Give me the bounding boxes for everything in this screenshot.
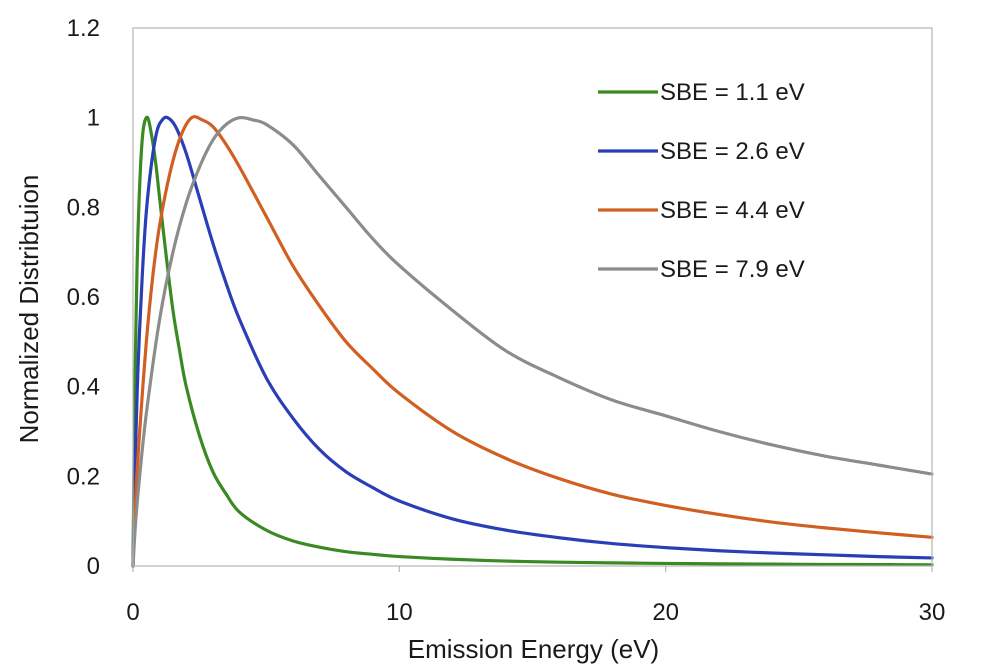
y-axis-title: Normalized Distribtuion bbox=[14, 175, 44, 444]
y-tick-label: 0.4 bbox=[67, 374, 100, 401]
x-axis-title: Emission Energy (eV) bbox=[408, 634, 659, 664]
series-lines bbox=[131, 115, 934, 568]
legend-label: SBE = 1.1 eV bbox=[660, 79, 805, 106]
legend-label: SBE = 2.6 eV bbox=[660, 138, 805, 165]
series-line-1 bbox=[131, 115, 934, 568]
y-tick-label: 0 bbox=[87, 553, 100, 580]
x-tick-label: 20 bbox=[652, 599, 679, 626]
x-tick-label: 10 bbox=[386, 599, 413, 626]
series-line-3 bbox=[131, 115, 934, 568]
x-tick-label: 30 bbox=[919, 599, 946, 626]
y-tick-label: 0.8 bbox=[67, 194, 100, 221]
legend: SBE = 1.1 eV SBE = 2.6 eV SBE = 4.4 eV SBE … bbox=[598, 79, 805, 283]
series-line-4 bbox=[131, 115, 934, 568]
legend-label: SBE = 4.4 eV bbox=[660, 197, 805, 224]
y-tick-label: 0.6 bbox=[67, 284, 100, 311]
y-tick-label: 1.2 bbox=[67, 15, 100, 42]
y-tick-label: 1 bbox=[87, 105, 100, 132]
x-tick-label: 0 bbox=[126, 599, 139, 626]
series-line-2 bbox=[131, 115, 934, 568]
y-axis-ticks: 0 0.2 0.4 0.6 0.8 1 1.2 bbox=[67, 15, 100, 580]
plot-area-frame bbox=[132, 27, 933, 567]
x-axis-ticks: 0 10 20 30 bbox=[126, 566, 945, 626]
y-tick-label: 0.2 bbox=[67, 463, 100, 490]
legend-label: SBE = 7.9 eV bbox=[660, 256, 805, 283]
